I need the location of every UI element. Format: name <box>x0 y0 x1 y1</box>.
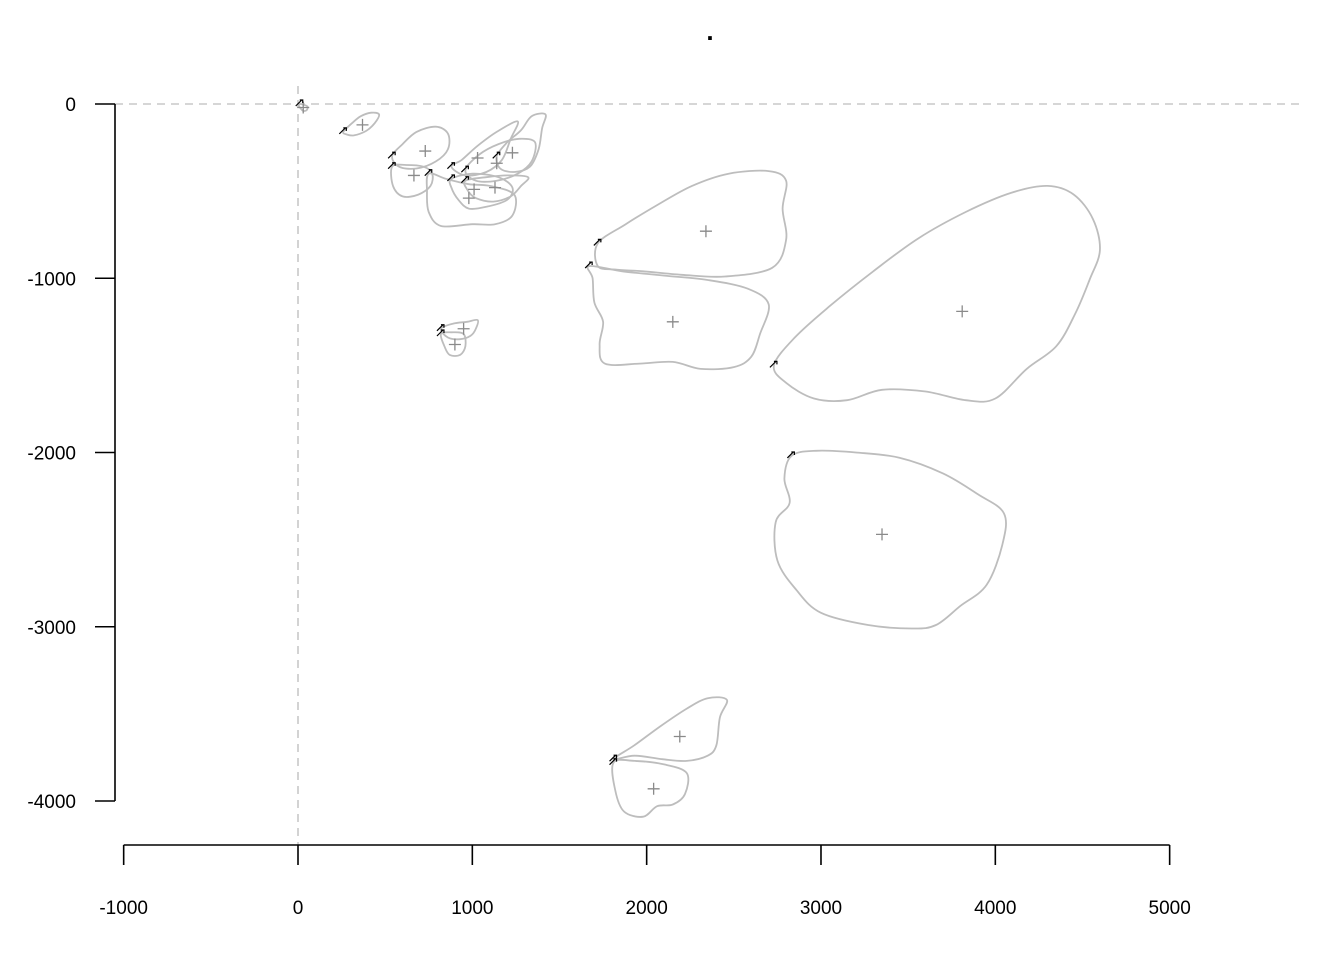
shape-outline <box>463 174 530 203</box>
start-marker <box>492 151 501 159</box>
start-marker <box>436 329 445 337</box>
start-marker <box>460 176 469 184</box>
start-markers <box>295 99 795 766</box>
x-tick-label: 4000 <box>974 898 1016 919</box>
start-marker <box>609 758 618 766</box>
x-tick-label: -1000 <box>99 898 148 919</box>
shape-outline <box>495 112 547 173</box>
centroid-marker <box>666 315 679 328</box>
start-marker <box>593 238 602 246</box>
start-marker <box>338 127 347 135</box>
centroid-marker <box>419 145 432 158</box>
start-marker <box>387 162 396 170</box>
y-tick-label: -3000 <box>27 618 76 639</box>
start-marker <box>446 174 456 182</box>
x-tick-label: 0 <box>293 898 304 919</box>
y-axis: 0 -1000 -2000 -3000 -4000 <box>27 95 116 813</box>
x-axis: -1000 0 1000 2000 3000 4000 5000 <box>99 844 1191 919</box>
start-marker <box>786 451 795 459</box>
shape-outline <box>391 125 451 170</box>
centroid-marker <box>490 157 503 170</box>
centroid-marker <box>488 181 501 194</box>
start-marker <box>424 169 433 177</box>
shape-outline <box>297 103 309 112</box>
start-marker <box>295 99 304 107</box>
x-tick-label: 1000 <box>451 898 493 919</box>
y-tick-label: -4000 <box>27 792 76 813</box>
centroid-marker <box>297 101 310 114</box>
shape-outline <box>342 111 381 137</box>
x-tick-label: 3000 <box>800 898 842 919</box>
y-tick-label: -1000 <box>27 269 76 290</box>
start-marker <box>460 165 469 173</box>
centroid-marker <box>699 225 712 238</box>
y-tick-label: 0 <box>65 95 76 116</box>
centroid-marker <box>876 528 889 541</box>
start-marker <box>436 324 445 332</box>
centroid-marker <box>956 305 969 318</box>
start-marker <box>584 261 593 269</box>
centroid-marker <box>457 322 470 335</box>
centroid-marker <box>471 152 484 165</box>
centroid-marker <box>462 192 475 205</box>
start-marker <box>446 162 456 170</box>
start-marker <box>769 360 778 368</box>
shape-outline <box>773 449 1007 630</box>
centroid-marker <box>407 169 420 182</box>
shape-outline <box>440 318 479 341</box>
start-marker <box>387 151 396 159</box>
shape-outline <box>772 184 1101 403</box>
shape-outlines <box>297 103 1101 818</box>
centroid-marker <box>647 782 660 795</box>
centroid-markers <box>297 101 969 795</box>
shape-outline <box>450 120 520 177</box>
centroid-marker <box>673 730 686 743</box>
y-tick-label: -2000 <box>27 444 76 465</box>
start-marker <box>609 754 618 762</box>
chart-title: . <box>706 16 713 46</box>
shape-outline <box>439 331 467 357</box>
centroid-marker <box>448 338 461 351</box>
shape-outline <box>594 169 788 278</box>
shape-outline <box>612 696 729 762</box>
shape-outline <box>611 758 690 818</box>
centroid-marker <box>468 183 481 196</box>
shape-outline <box>425 172 517 228</box>
shape-outline <box>464 137 537 183</box>
reference-lines <box>115 86 1300 845</box>
shape-outline <box>448 172 514 210</box>
centroid-marker <box>506 146 519 159</box>
x-tick-label: 2000 <box>626 898 668 919</box>
shape-outline <box>390 163 434 198</box>
centroid-marker <box>356 118 369 131</box>
x-tick-label: 5000 <box>1149 898 1191 919</box>
shape-outline <box>586 265 770 371</box>
